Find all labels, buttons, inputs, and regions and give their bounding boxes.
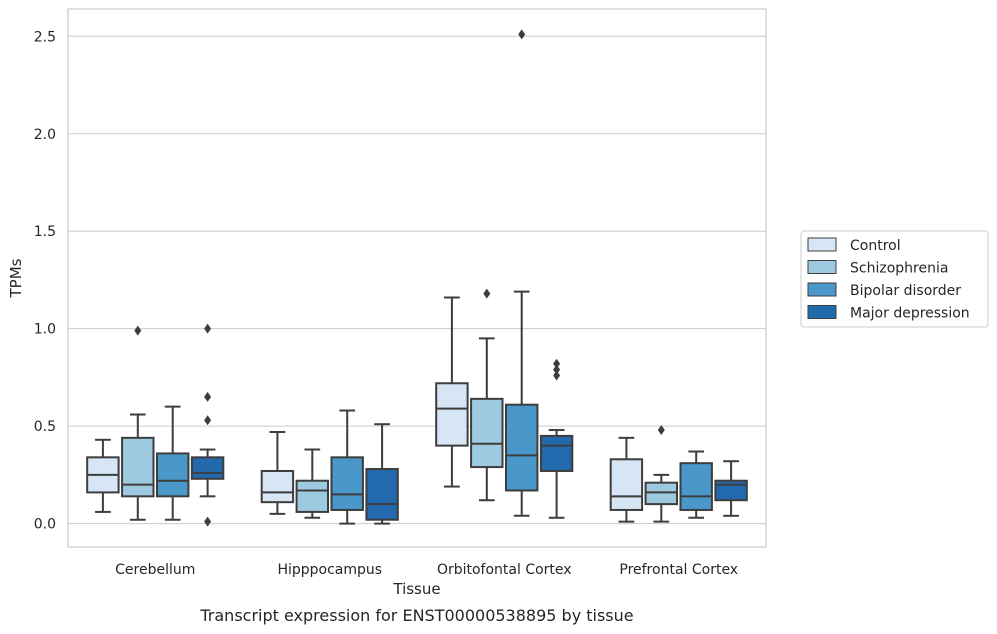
box (679, 462, 713, 511)
y-tick-label: 0.5 (34, 419, 56, 435)
box (504, 403, 539, 492)
box-group (470, 288, 504, 502)
outlier-point (553, 358, 561, 369)
box-group (539, 358, 574, 519)
legend-swatch (807, 282, 837, 297)
outlier-point (483, 288, 491, 299)
box-group (435, 296, 469, 488)
y-tick-label: 2.5 (34, 29, 56, 45)
box-group (365, 423, 399, 525)
legend-label: Control (850, 238, 901, 254)
outlier-point (134, 325, 142, 336)
box-group (644, 425, 679, 523)
box-group (190, 323, 225, 527)
box-group (295, 448, 330, 519)
box (539, 434, 574, 472)
x-tick-label: Hipppocampus (277, 562, 382, 578)
y-axis-title: TPMs (7, 258, 25, 298)
legend-swatch (807, 305, 837, 319)
legend: Control Schizophrenia Bipolar disorder Majo… (800, 230, 989, 328)
y-tick-label: 2.0 (34, 127, 56, 143)
legend-label: Schizophrenia (850, 261, 948, 277)
outlier-point (204, 415, 212, 426)
y-tick-label: 1.0 (34, 322, 56, 338)
x-tick-label: Prefrontal Cortex (619, 562, 738, 578)
x-axis-title: Tissue (392, 580, 440, 598)
legend-label: Bipolar disorder (850, 283, 961, 299)
box (470, 397, 504, 469)
y-tick-label: 0.0 (34, 517, 56, 533)
box-series (86, 29, 748, 527)
legend-swatch (807, 260, 837, 274)
gridlines (68, 35, 766, 525)
box-group (679, 450, 713, 519)
box-group (504, 29, 539, 517)
y-tick-label: 1.5 (34, 224, 56, 240)
legend-label: Major depression (850, 306, 970, 322)
outlier-point (657, 425, 665, 436)
box-group (155, 405, 190, 521)
box (121, 436, 155, 498)
x-tick-label: Orbitofontal Cortex (437, 562, 572, 578)
box-group (330, 409, 364, 525)
outlier-point (204, 516, 212, 527)
x-tick-label: Cerebellum (115, 562, 195, 578)
box (365, 468, 399, 521)
outlier-point (204, 323, 212, 334)
outlier-point (553, 370, 561, 381)
box (260, 469, 295, 504)
plot-frame (67, 8, 767, 548)
box (295, 479, 330, 513)
box-group (714, 460, 748, 517)
y-tick-labels: 0.0 0.5 1.0 1.5 2.0 2.5 (34, 29, 56, 532)
chart-caption: Transcript expression for ENST0000053889… (199, 606, 633, 625)
box-group (609, 436, 644, 523)
x-tick-labels: Cerebellum Hipppocampus Orbitofontal Corte… (115, 562, 738, 578)
outlier-point (204, 391, 212, 402)
box (435, 382, 469, 447)
box (609, 458, 644, 511)
outlier-point (518, 29, 526, 40)
legend-swatch (807, 237, 837, 252)
box-group (121, 325, 155, 521)
box (155, 452, 190, 498)
box-group (260, 430, 295, 515)
box-group (86, 438, 120, 513)
legend-frame (800, 230, 989, 328)
box (190, 456, 225, 480)
box (330, 456, 364, 511)
outlier-point (553, 364, 561, 375)
